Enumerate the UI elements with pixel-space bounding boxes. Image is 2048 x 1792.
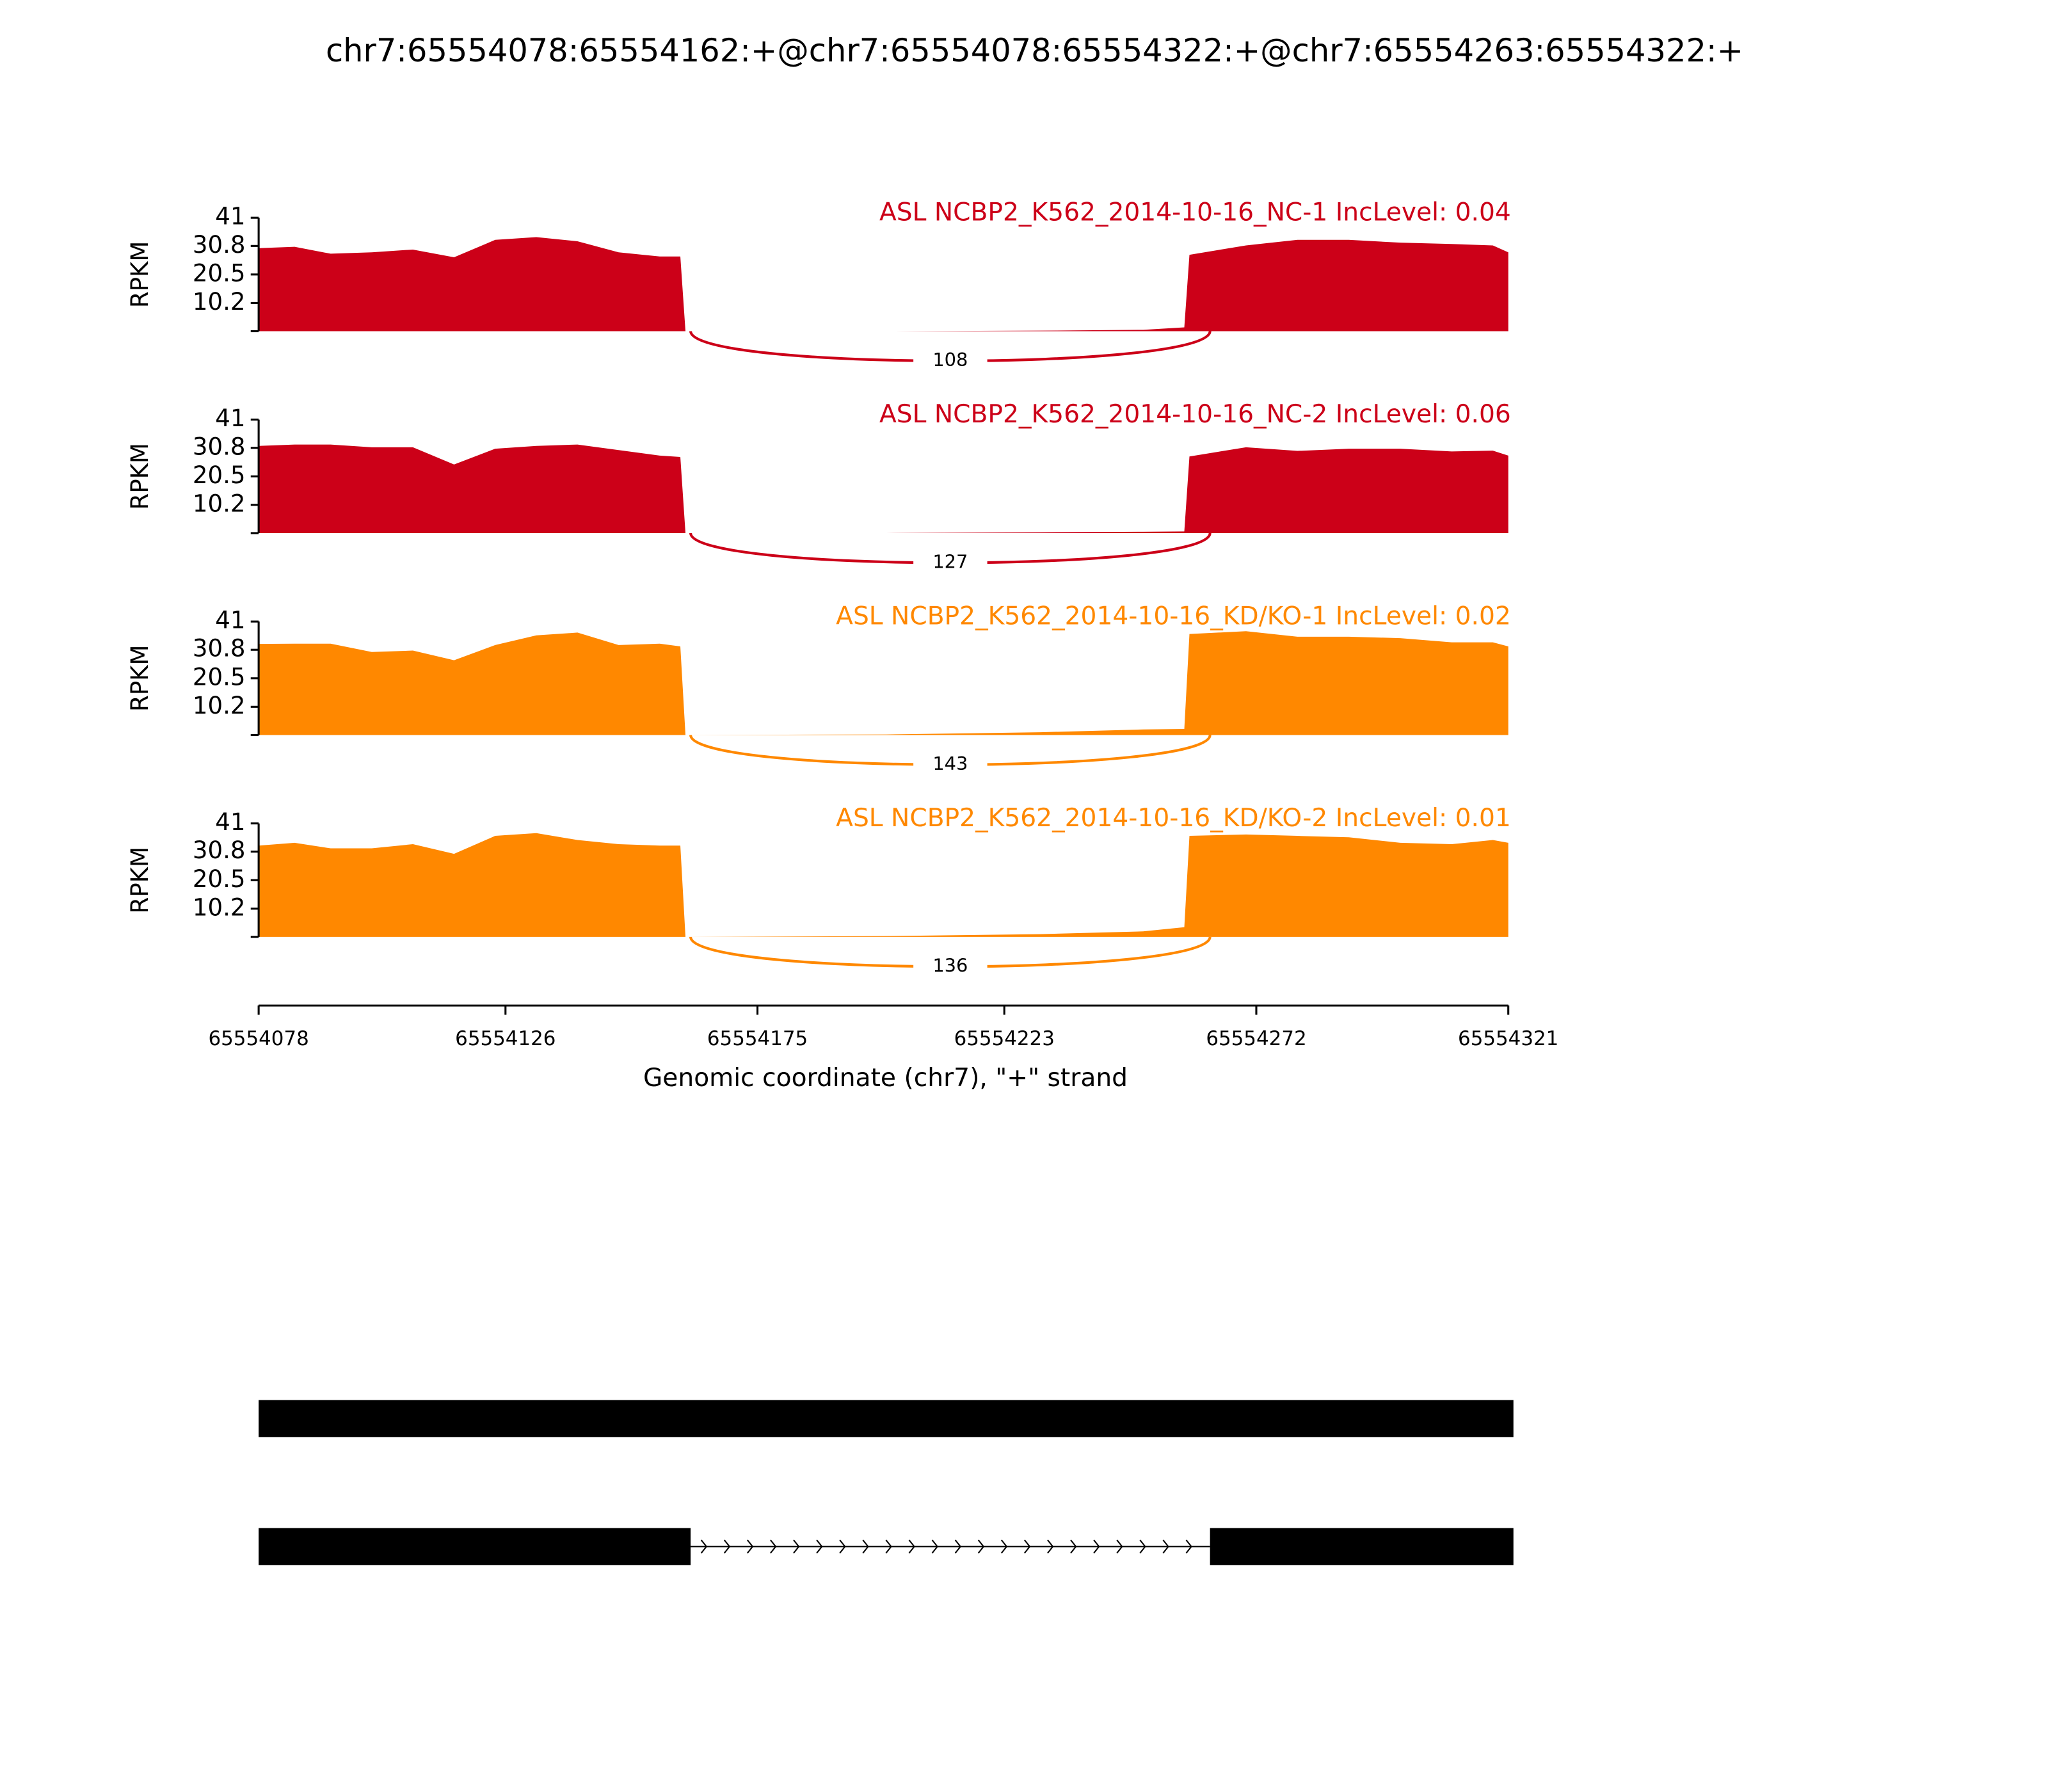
y-tick-label: 41 xyxy=(215,404,245,432)
intron-arrow xyxy=(1185,1539,1192,1554)
x-tick-label: 65554126 xyxy=(455,1027,556,1050)
intron-arrow xyxy=(977,1539,985,1554)
intron-arrow xyxy=(1000,1539,1008,1554)
intron-arrow xyxy=(1093,1539,1100,1554)
intron-arrow xyxy=(793,1539,800,1554)
track-label: ASL NCBP2_K562_2014-10-16_NC-2 IncLevel:… xyxy=(879,400,1511,429)
y-axis-label: RPKM xyxy=(126,241,154,308)
intron-arrow xyxy=(723,1539,731,1554)
exon xyxy=(259,1528,691,1565)
y-tick-label: 20.5 xyxy=(193,259,246,287)
y-axis-label: RPKM xyxy=(126,443,154,510)
y-tick-label: 30.8 xyxy=(193,433,246,460)
track-label: ASL NCBP2_K562_2014-10-16_KD/KO-1 IncLev… xyxy=(836,602,1511,630)
y-tick-label: 41 xyxy=(215,607,245,634)
coverage-area xyxy=(259,237,1508,332)
track-label: ASL NCBP2_K562_2014-10-16_NC-1 IncLevel:… xyxy=(879,198,1511,227)
intron-arrow xyxy=(816,1539,823,1554)
junction-label-bg xyxy=(913,753,988,777)
intron-arrow xyxy=(1139,1539,1146,1554)
junction-count: 108 xyxy=(932,349,968,371)
y-tick-label: 10.2 xyxy=(193,893,246,921)
intron-arrow xyxy=(839,1539,846,1554)
intron-arrow xyxy=(1047,1539,1054,1554)
x-tick-label: 65554078 xyxy=(208,1027,308,1050)
intron-arrow xyxy=(1023,1539,1031,1554)
intron-arrow xyxy=(862,1539,869,1554)
intron-arrow xyxy=(746,1539,754,1554)
intron-arrow xyxy=(1070,1539,1077,1554)
y-tick-label: 20.5 xyxy=(193,461,246,489)
y-tick-label: 10.2 xyxy=(193,288,246,316)
junction-count: 127 xyxy=(932,550,968,572)
coverage-area xyxy=(259,631,1508,735)
junction-label-bg xyxy=(913,550,988,575)
coverage-area xyxy=(259,444,1508,533)
intron-arrow xyxy=(954,1539,962,1554)
intron-arrow xyxy=(908,1539,915,1554)
x-axis-label: Genomic coordinate (chr7), "+" strand xyxy=(643,1064,1128,1092)
intron-arrow xyxy=(1116,1539,1123,1554)
x-tick-label: 65554321 xyxy=(1458,1027,1558,1050)
intron-arrow xyxy=(700,1539,708,1554)
exon xyxy=(1210,1528,1514,1565)
exon xyxy=(259,1400,1514,1437)
y-tick-label: 41 xyxy=(215,808,245,836)
junction-count: 143 xyxy=(932,753,968,774)
x-tick-label: 65554223 xyxy=(954,1027,1055,1050)
intron-arrow xyxy=(885,1539,892,1554)
junction-label-bg xyxy=(913,954,988,979)
y-tick-label: 30.8 xyxy=(193,231,246,259)
track-label: ASL NCBP2_K562_2014-10-16_KD/KO-2 IncLev… xyxy=(836,804,1511,833)
y-tick-label: 30.8 xyxy=(193,635,246,662)
intron-arrow xyxy=(1162,1539,1169,1554)
chart-title: chr7:65554078:65554162:+@chr7:65554078:6… xyxy=(326,32,1743,69)
y-tick-label: 10.2 xyxy=(193,692,246,719)
junction-label-bg xyxy=(913,349,988,373)
y-axis-label: RPKM xyxy=(126,645,154,712)
junction-count: 136 xyxy=(932,954,968,976)
y-tick-label: 10.2 xyxy=(193,490,246,517)
y-tick-label: 30.8 xyxy=(193,836,246,864)
y-tick-label: 20.5 xyxy=(193,865,246,893)
x-tick-label: 65554175 xyxy=(707,1027,808,1050)
intron-arrow xyxy=(770,1539,777,1554)
intron-arrow xyxy=(931,1539,938,1554)
y-tick-label: 41 xyxy=(215,203,245,230)
y-tick-label: 20.5 xyxy=(193,663,246,691)
y-axis-label: RPKM xyxy=(126,847,154,914)
coverage-area xyxy=(259,833,1508,937)
x-tick-label: 65554272 xyxy=(1206,1027,1306,1050)
